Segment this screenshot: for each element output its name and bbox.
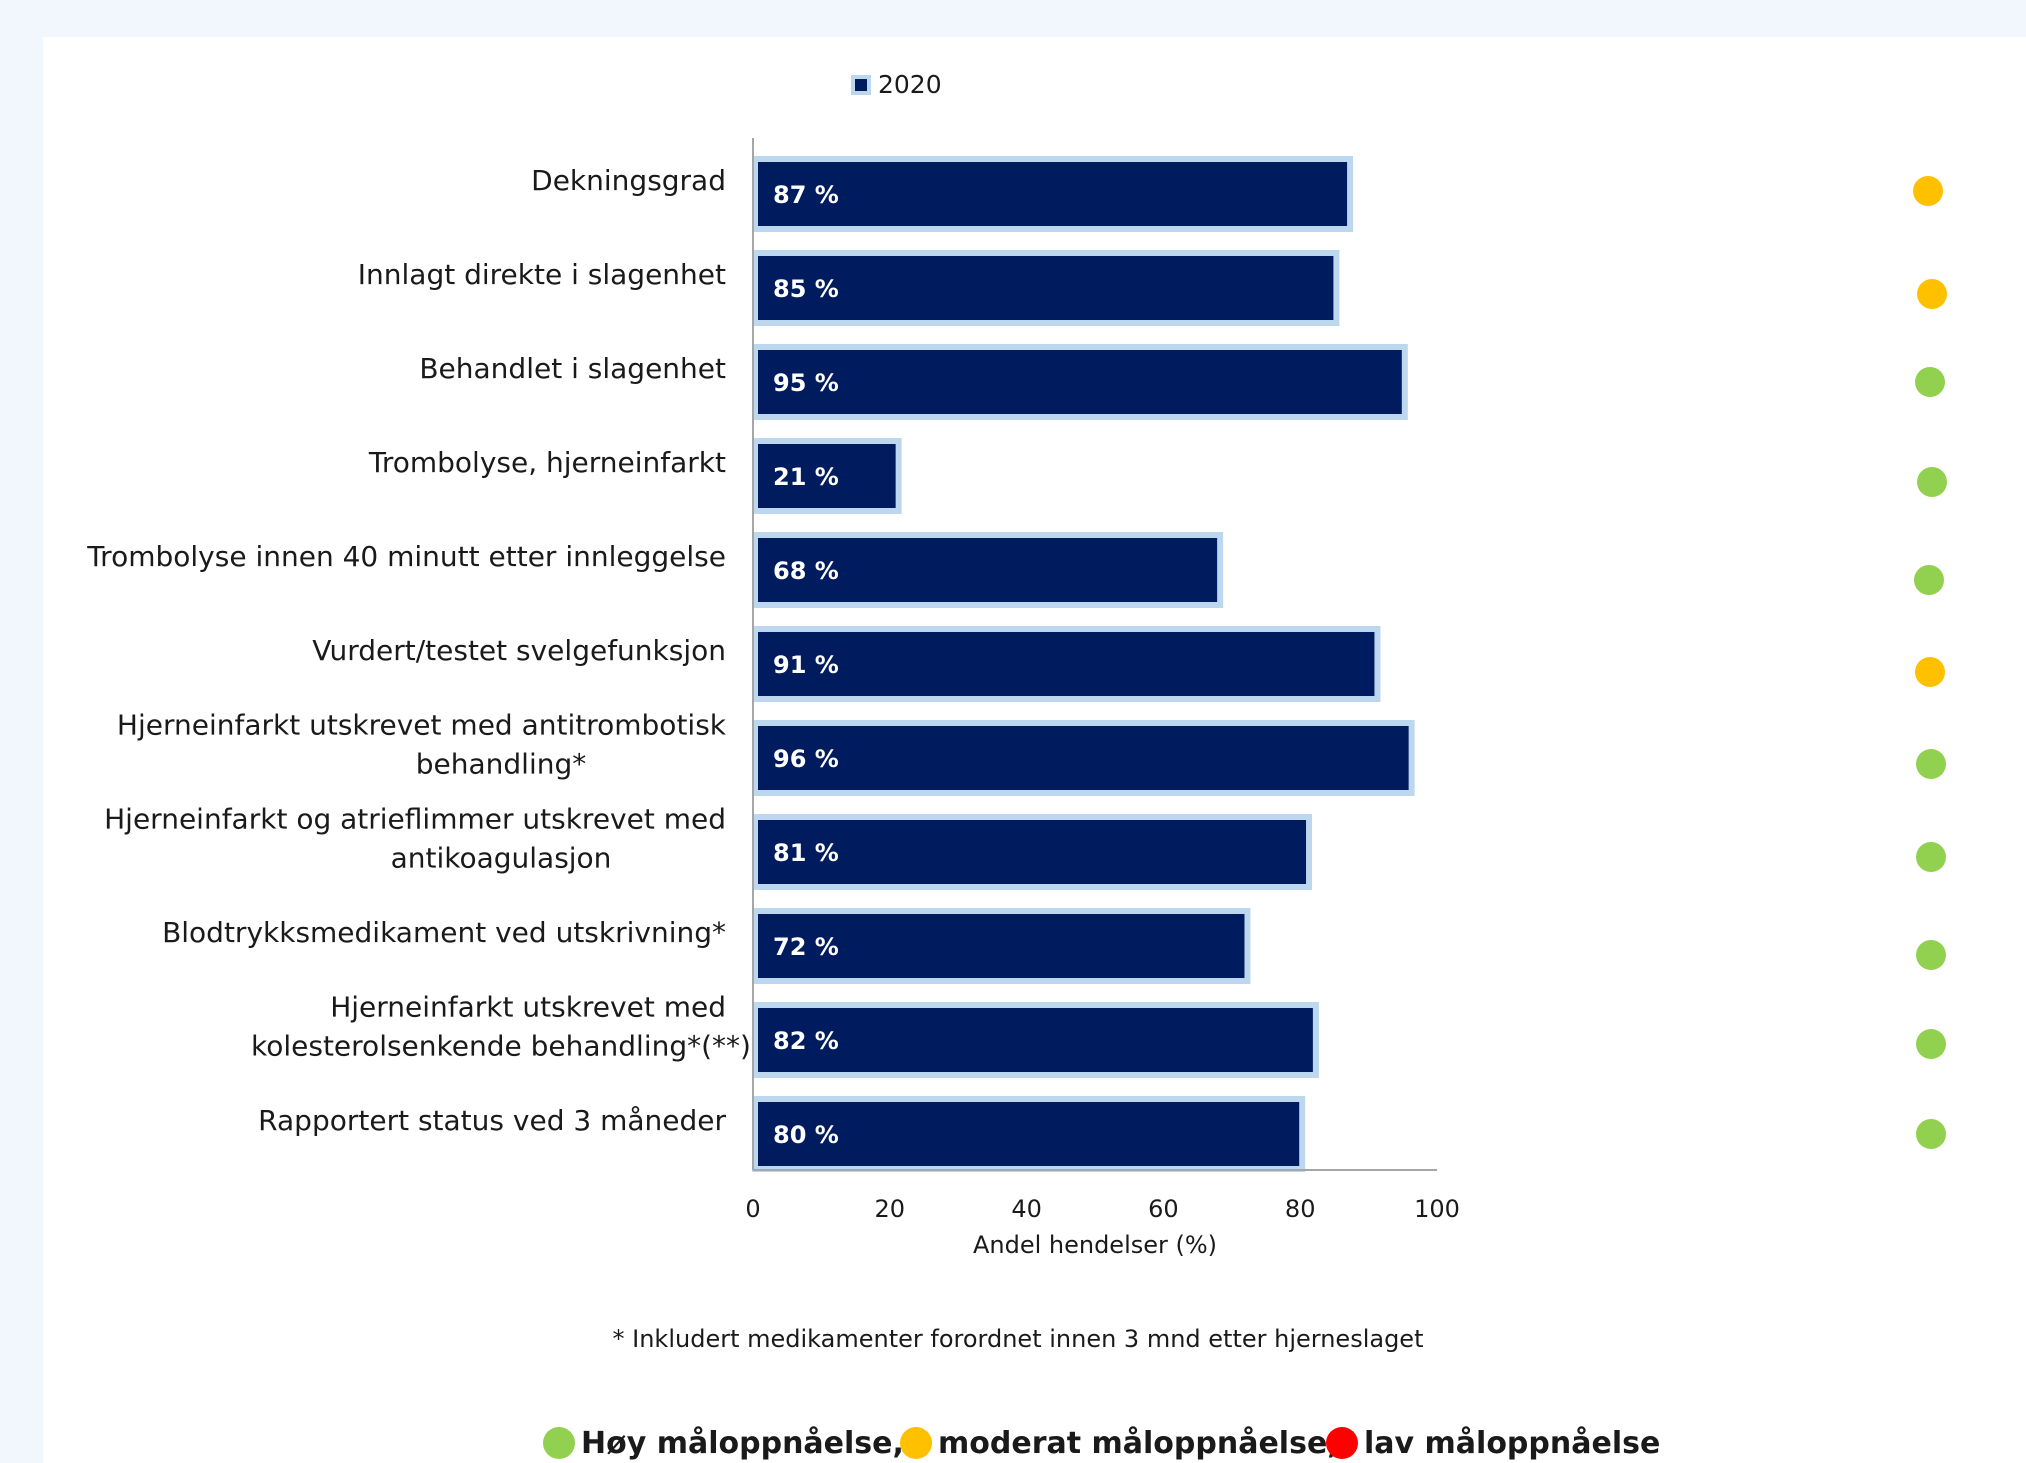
bar-9 [752,1002,1319,1078]
category-labels: Dekningsgrad Innlagt direkte i slagenhet B… [86,164,751,1137]
status-key-label-høy: Høy måloppnåelse, [581,1425,904,1461]
legend-label-2020: 2020 [878,70,942,99]
category-label-7-line-0: Hjerneinfarkt og atrieflimmer utskrevet … [104,803,726,836]
data-label-0: 87 % [773,181,839,209]
data-label-7: 81 % [773,839,839,867]
status-key-dot-lav [1326,1427,1358,1459]
data-label-5: 91 % [773,651,839,679]
status-dot-2 [1915,367,1945,397]
status-key-label-moderat: moderat måloppnåelse, [938,1425,1339,1461]
bar-1 [752,250,1340,326]
data-label-6: 96 % [773,745,839,773]
status-dot-3 [1917,467,1947,497]
status-key-label-lav: lav måloppnåelse [1364,1425,1660,1461]
status-dot-7 [1916,842,1946,872]
bar-3 [752,438,902,514]
data-label-1: 85 % [773,275,839,303]
category-label-6-line-1: behandling* [416,748,587,781]
category-label-0: Dekningsgrad [531,164,726,197]
x-tick-60: 60 [1148,1195,1179,1223]
status-dot-9 [1916,1029,1946,1059]
status-dot-8 [1916,940,1946,970]
status-dot-1 [1917,279,1947,309]
bar-2 [752,344,1408,420]
status-key-legend: Høy måloppnåelse, moderat måloppnåelse, la… [543,1425,1660,1461]
bar-5 [752,626,1381,702]
status-dot-0 [1913,176,1943,206]
category-label-10: Rapportert status ved 3 måneder [258,1104,726,1137]
category-label-3: Trombolyse, hjerneinfarkt [368,446,726,479]
category-label-9-line-0: Hjerneinfarkt utskrevet med [330,991,726,1024]
x-tick-100: 100 [1414,1195,1460,1223]
bar-8 [752,908,1251,984]
x-tick-labels: 0 20 40 60 80 100 [745,1195,1460,1223]
category-label-6-line-0: Hjerneinfarkt utskrevet med antitromboti… [117,709,727,742]
bar-6 [752,720,1415,796]
footnote: * Inkludert medikamenter forordnet innen… [613,1325,1424,1353]
status-dot-10 [1916,1119,1946,1149]
status-dot-4 [1914,565,1944,595]
status-key-dot-moderat [900,1427,932,1459]
chart-panel: 2020 87 % 85 % 95 % 21 % 68 % 91 % 96 % 81 % 72 … [43,37,2026,1463]
x-axis-title: Andel hendelser (%) [973,1231,1217,1259]
bar-0 [752,156,1354,232]
category-label-7-line-1: antikoagulasjon [391,842,612,875]
bar-7 [752,814,1313,890]
x-tick-40: 40 [1011,1195,1042,1223]
x-tick-80: 80 [1285,1195,1316,1223]
data-label-4: 68 % [773,557,839,585]
status-dots [1913,176,1947,1149]
status-key-dot-høy [543,1427,575,1459]
legend-swatch-2020 [851,75,871,95]
bar-4 [752,532,1224,608]
bar-chart: 2020 87 % 85 % 95 % 21 % 68 % 91 % 96 % 81 % 72 … [86,70,1947,1461]
category-label-9-line-1: kolesterolsenkende behandling*(**) [251,1030,751,1063]
category-label-4: Trombolyse innen 40 minutt etter innlegg… [86,540,726,573]
status-dot-6 [1916,749,1946,779]
data-label-10: 80 % [773,1121,839,1149]
category-label-1: Innlagt direkte i slagenhet [358,258,726,291]
bars-group: 87 % 85 % 95 % 21 % 68 % 91 % 96 % 81 % 72 % 82 %… [752,156,1415,1172]
data-label-2: 95 % [773,369,839,397]
status-dot-5 [1915,657,1945,687]
category-label-8: Blodtrykksmedikament ved utskrivning* [162,916,726,949]
data-label-8: 72 % [773,933,839,961]
category-label-5: Vurdert/testet svelgefunksjon [312,634,726,667]
data-label-9: 82 % [773,1027,839,1055]
data-label-3: 21 % [773,463,839,491]
legend: 2020 [851,70,942,99]
category-label-2: Behandlet i slagenhet [419,352,726,385]
x-tick-20: 20 [875,1195,906,1223]
x-tick-0: 0 [745,1195,760,1223]
